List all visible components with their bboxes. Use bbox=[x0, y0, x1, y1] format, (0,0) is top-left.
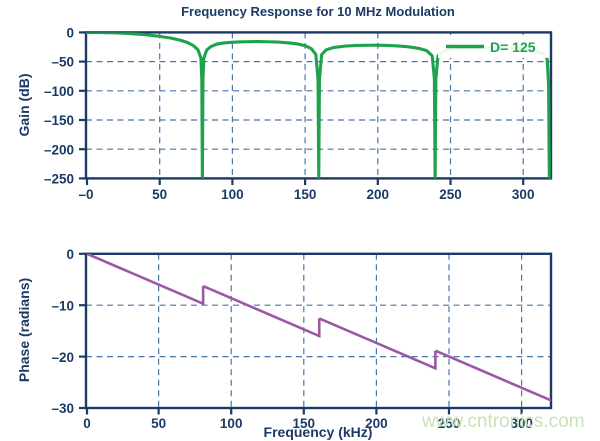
gain-xticklabel-0: –0 bbox=[78, 187, 93, 202]
gain-yticklabel-0: 0 bbox=[66, 26, 74, 41]
site-watermark: www.cntronics.com bbox=[422, 411, 585, 432]
gain-x-ticklabels: –0 50 100 150 200 250 300 bbox=[78, 187, 534, 202]
phase-yticklabel--30: –30 bbox=[51, 401, 74, 416]
legend-label-d125: D= 125 bbox=[490, 39, 536, 55]
phase-x-ticklabels: 0 50 100 150 200 250 300 bbox=[83, 416, 533, 431]
phase-axis-label-x: Frequency (kHz) bbox=[264, 424, 373, 440]
gain-yticklabel--50: –50 bbox=[51, 55, 74, 70]
gain-xticklabel-200: 200 bbox=[367, 187, 390, 202]
phase-yticklabel--20: –20 bbox=[51, 350, 74, 365]
phase-x-ticks bbox=[85, 408, 523, 415]
gain-xticklabel-50: 50 bbox=[152, 187, 167, 202]
legend-background bbox=[438, 35, 548, 58]
gain-yticklabel--200: –200 bbox=[44, 142, 74, 157]
gain-xticklabel-100: 100 bbox=[221, 187, 244, 202]
phase-xticklabel-300: 300 bbox=[510, 416, 533, 431]
gain-plot: Frequency Response for 10 MHz Modulation bbox=[16, 4, 553, 202]
gain-x-ticks bbox=[85, 178, 525, 185]
gain-xticklabel-300: 300 bbox=[512, 187, 535, 202]
gain-yticklabel--150: –150 bbox=[44, 113, 74, 128]
gain-xticklabel-250: 250 bbox=[439, 187, 462, 202]
phase-yticklabel-0: 0 bbox=[66, 247, 74, 262]
gain-y-ticklabels: 0 –50 –100 –150 –200 –250 bbox=[44, 26, 74, 187]
phase-plot: 0 –10 –20 –30 0 50 100 150 200 250 300 P… bbox=[16, 247, 553, 440]
phase-yticklabel--10: –10 bbox=[51, 298, 74, 313]
phase-xticklabel-250: 250 bbox=[438, 416, 461, 431]
phase-xticklabel-50: 50 bbox=[151, 416, 166, 431]
phase-gridlines bbox=[86, 253, 551, 408]
gain-y-ticks bbox=[79, 31, 86, 180]
gain-axis-label-y: Gain (dB) bbox=[16, 74, 32, 137]
phase-xticklabel-150: 150 bbox=[293, 416, 316, 431]
phase-xticklabel-100: 100 bbox=[220, 416, 243, 431]
gain-xticklabel-150: 150 bbox=[294, 187, 317, 202]
phase-series-line bbox=[86, 253, 551, 402]
phase-plot-frame bbox=[84, 252, 553, 410]
phase-xticklabel-200: 200 bbox=[365, 416, 388, 431]
phase-y-ticklabels: 0 –10 –20 –30 bbox=[51, 247, 74, 416]
gain-legend: D= 125 bbox=[438, 35, 548, 58]
gain-yticklabel--250: –250 bbox=[44, 172, 74, 187]
phase-axis-label-y: Phase (radians) bbox=[16, 278, 32, 382]
phase-y-ticks bbox=[79, 252, 86, 410]
chart-title: Frequency Response for 10 MHz Modulation bbox=[181, 4, 455, 19]
phase-xticklabel-0: 0 bbox=[83, 416, 91, 431]
gain-yticklabel--100: –100 bbox=[44, 84, 74, 99]
